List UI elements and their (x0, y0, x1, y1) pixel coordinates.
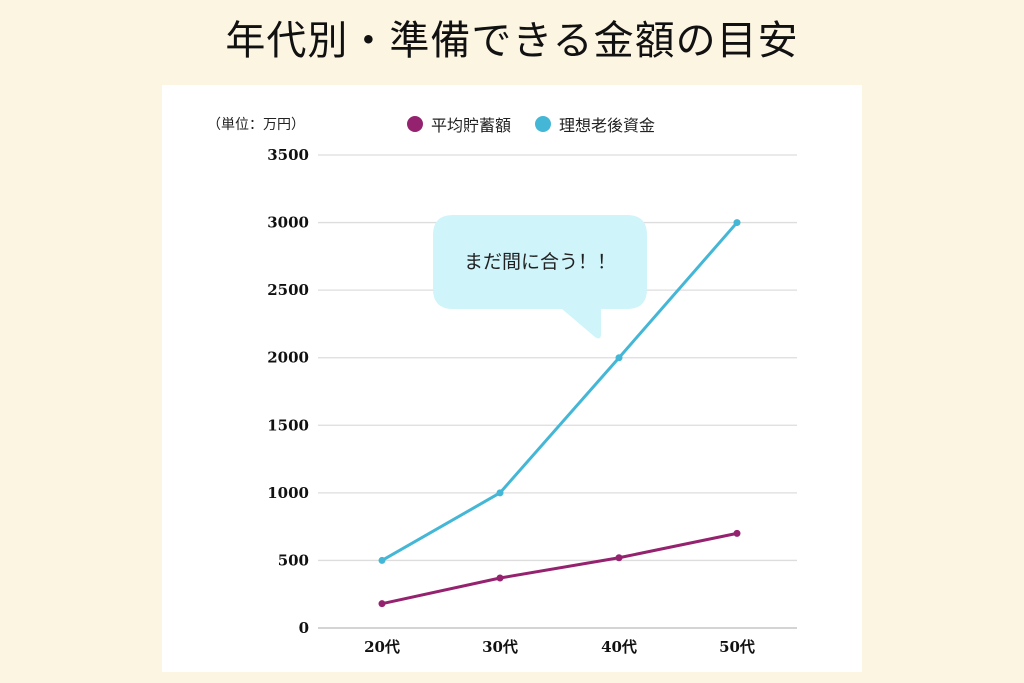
legend-dot-icon (535, 116, 552, 132)
callout-text: まだ間に合う！！ (463, 251, 616, 273)
speech-bubble (433, 215, 647, 339)
data-point (378, 600, 386, 608)
x-tick-label: 50代 (719, 638, 755, 656)
x-tick-label: 40代 (601, 638, 637, 656)
legend: 平均貯蓄額 理想老後資金 (407, 112, 655, 136)
y-tick-label: 500 (278, 551, 309, 569)
chart-title: 年代別・準備できる金額の目安 (225, 18, 799, 64)
series-line (381, 221, 739, 562)
data-point (615, 354, 623, 362)
data-point (496, 574, 504, 582)
x-axis-ticks: 20代 30代 40代 50代 (364, 638, 755, 656)
legend-item-ideal-retirement-fund: 理想老後資金 (535, 112, 655, 136)
chart-card (162, 85, 862, 672)
data-point (733, 529, 741, 537)
y-tick-label: 0 (299, 619, 309, 637)
legend-item-average-savings: 平均貯蓄額 (407, 112, 511, 136)
gridlines (318, 154, 797, 629)
legend-label: 平均貯蓄額 (431, 116, 512, 135)
legend-label: 理想老後資金 (559, 116, 656, 135)
data-point (733, 219, 741, 227)
speech-bubble-shape (433, 215, 647, 339)
data-point (496, 489, 504, 497)
unit-label: （単位：万円） (207, 117, 305, 133)
y-tick-label: 2000 (267, 349, 309, 367)
legend-dot-icon (407, 116, 423, 132)
data-point (615, 554, 623, 562)
data-point (378, 556, 386, 564)
y-tick-label: 3500 (267, 146, 309, 164)
x-tick-label: 30代 (482, 638, 518, 656)
data-series (378, 219, 741, 608)
y-tick-label: 1500 (267, 416, 309, 434)
series-line (381, 531, 738, 606)
y-tick-label: 2500 (267, 281, 309, 299)
x-tick-label: 20代 (364, 638, 400, 656)
y-tick-label: 3000 (267, 214, 309, 232)
y-axis-ticks: 0 500 1000 1500 2000 2500 3000 3500 (267, 146, 309, 637)
y-tick-label: 1000 (267, 484, 309, 502)
